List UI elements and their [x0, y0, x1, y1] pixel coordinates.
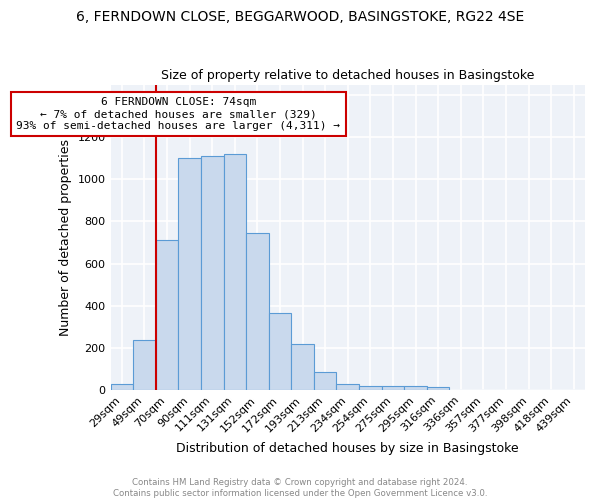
Bar [359, 386, 382, 390]
Bar [382, 386, 404, 390]
Bar [404, 386, 427, 390]
Text: 6 FERNDOWN CLOSE: 74sqm
← 7% of detached houses are smaller (329)
93% of semi-de: 6 FERNDOWN CLOSE: 74sqm ← 7% of detached… [16, 98, 340, 130]
X-axis label: Distribution of detached houses by size in Basingstoke: Distribution of detached houses by size … [176, 442, 519, 455]
Bar [314, 372, 337, 390]
Bar [201, 156, 224, 390]
Y-axis label: Number of detached properties: Number of detached properties [59, 138, 72, 336]
Bar [269, 312, 292, 390]
Bar [224, 154, 246, 390]
Bar [292, 344, 314, 390]
Bar [427, 388, 449, 390]
Title: Size of property relative to detached houses in Basingstoke: Size of property relative to detached ho… [161, 69, 535, 82]
Text: 6, FERNDOWN CLOSE, BEGGARWOOD, BASINGSTOKE, RG22 4SE: 6, FERNDOWN CLOSE, BEGGARWOOD, BASINGSTO… [76, 10, 524, 24]
Bar [337, 384, 359, 390]
Bar [156, 240, 178, 390]
Text: Contains HM Land Registry data © Crown copyright and database right 2024.
Contai: Contains HM Land Registry data © Crown c… [113, 478, 487, 498]
Bar [246, 234, 269, 390]
Bar [110, 384, 133, 390]
Bar [133, 340, 156, 390]
Bar [178, 158, 201, 390]
